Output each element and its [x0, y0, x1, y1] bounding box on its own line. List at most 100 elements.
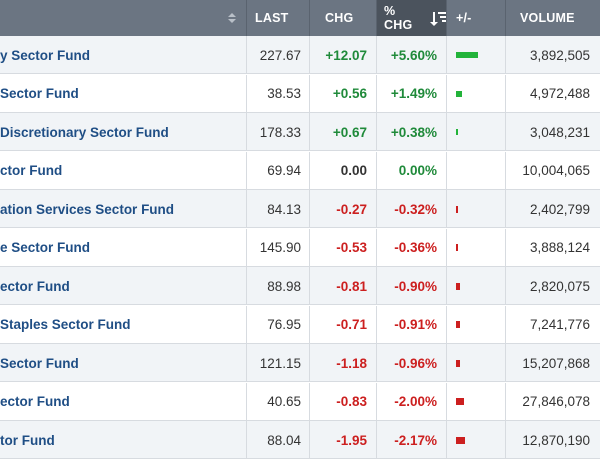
- fund-name-link[interactable]: ector Fund: [0, 394, 70, 409]
- table-row[interactable]: Discretionary Sector Fund 178.33 +0.67 +0.3…: [0, 113, 600, 151]
- volume-value: 10,004,065: [505, 151, 600, 190]
- last-price: 38.53: [246, 74, 309, 113]
- fund-name-link[interactable]: Sector Fund: [0, 355, 79, 371]
- table-row[interactable]: Sector Fund 121.15 -1.18 -0.96% 15,207,868: [0, 344, 600, 382]
- change-bar: [456, 129, 458, 135]
- sort-arrows-icon: [228, 13, 236, 23]
- table-row[interactable]: e Sector Fund 145.90 -0.53 -0.36% 3,888,124: [0, 228, 600, 267]
- fund-name-link[interactable]: y Sector Fund: [0, 47, 91, 63]
- last-price: 40.65: [246, 382, 309, 421]
- volume-value: 2,402,799: [505, 190, 600, 228]
- change-bar: [456, 359, 460, 367]
- percent-change-value: -2.17%: [376, 421, 446, 459]
- plus-minus-column-header[interactable]: +/-: [446, 0, 505, 36]
- percent-change-value: -0.96%: [376, 344, 446, 382]
- table-row[interactable]: ector Fund 88.98 -0.81 -0.90% 2,820,075: [0, 267, 600, 305]
- table-row[interactable]: tor Fund 88.04 -1.95 -2.17% 12,870,190: [0, 421, 600, 459]
- percent-change-value: +0.38%: [376, 113, 446, 151]
- pct-chg-header-label: % CHG: [384, 4, 413, 32]
- chg-header-label: CHG: [325, 11, 354, 25]
- change-value: -0.81: [309, 267, 376, 305]
- last-price: 84.13: [246, 190, 309, 228]
- change-bar: [456, 436, 465, 444]
- last-price: 227.67: [246, 36, 309, 74]
- last-price: 178.33: [246, 113, 309, 151]
- volume-column-header[interactable]: VOLUME: [505, 0, 600, 36]
- fund-name-link[interactable]: tor Fund: [0, 432, 55, 448]
- last-column-header[interactable]: LAST: [246, 0, 309, 36]
- percent-change-value: -0.91%: [376, 305, 446, 344]
- change-bar-cell: [446, 74, 505, 113]
- change-bar: [456, 52, 478, 58]
- sort-descending-icon: [430, 12, 446, 26]
- name-column-header[interactable]: [0, 0, 246, 36]
- change-bar-cell: [446, 344, 505, 382]
- last-price: 69.94: [246, 151, 309, 190]
- volume-value: 3,892,505: [505, 36, 600, 74]
- table-row[interactable]: y Sector Fund 227.67 +12.07 +5.60% 3,892,505: [0, 36, 600, 74]
- fund-name-link[interactable]: e Sector Fund: [0, 240, 91, 255]
- change-bar-cell: [446, 267, 505, 305]
- change-value: +0.56: [309, 74, 376, 113]
- plus-minus-header-label: +/-: [456, 11, 472, 25]
- last-price: 145.90: [246, 228, 309, 267]
- table-row[interactable]: ation Services Sector Fund 84.13 -0.27 -0.3…: [0, 190, 600, 228]
- fund-name-link[interactable]: Staples Sector Fund: [0, 317, 131, 332]
- percent-change-value: -0.32%: [376, 190, 446, 228]
- change-bar: [456, 244, 458, 251]
- change-bar-cell: [446, 228, 505, 267]
- change-bar: [456, 205, 458, 213]
- percent-change-value: -0.90%: [376, 267, 446, 305]
- fund-name-link[interactable]: ation Services Sector Fund: [0, 201, 175, 217]
- chg-column-header[interactable]: CHG: [309, 0, 376, 36]
- change-value: +12.07: [309, 36, 376, 74]
- percent-change-value: +5.60%: [376, 36, 446, 74]
- change-bar-cell: [446, 113, 505, 151]
- change-bar: [456, 90, 462, 97]
- change-value: 0.00: [309, 151, 376, 190]
- percent-change-value: +1.49%: [376, 74, 446, 113]
- percent-change-value: -0.36%: [376, 228, 446, 267]
- last-header-label: LAST: [255, 11, 289, 25]
- change-value: -0.27: [309, 190, 376, 228]
- fund-name-link[interactable]: Discretionary Sector Fund: [0, 124, 169, 140]
- volume-value: 2,820,075: [505, 267, 600, 305]
- change-value: -0.53: [309, 228, 376, 267]
- change-value: +0.67: [309, 113, 376, 151]
- fund-name-link[interactable]: Sector Fund: [0, 86, 79, 101]
- change-value: -0.83: [309, 382, 376, 421]
- change-bar-cell: [446, 382, 505, 421]
- change-bar-cell: [446, 421, 505, 459]
- volume-value: 27,846,078: [505, 382, 600, 421]
- fund-name-link[interactable]: ctor Fund: [0, 163, 63, 178]
- table-row[interactable]: ctor Fund 69.94 0.00 0.00% 10,004,065: [0, 151, 600, 190]
- last-price: 76.95: [246, 305, 309, 344]
- volume-value: 15,207,868: [505, 344, 600, 382]
- table-row[interactable]: ector Fund 40.65 -0.83 -2.00% 27,846,078: [0, 382, 600, 421]
- volume-value: 12,870,190: [505, 421, 600, 459]
- fund-name-link[interactable]: ector Fund: [0, 278, 70, 294]
- volume-header-label: VOLUME: [520, 11, 575, 25]
- table-row[interactable]: Sector Fund 38.53 +0.56 +1.49% 4,972,488: [0, 74, 600, 113]
- volume-value: 3,888,124: [505, 228, 600, 267]
- volume-value: 4,972,488: [505, 74, 600, 113]
- change-value: -0.71: [309, 305, 376, 344]
- change-bar-cell: [446, 151, 505, 190]
- change-value: -1.18: [309, 344, 376, 382]
- percent-change-value: -2.00%: [376, 382, 446, 421]
- last-price: 121.15: [246, 344, 309, 382]
- last-price: 88.98: [246, 267, 309, 305]
- change-bar-cell: [446, 190, 505, 228]
- pct-chg-column-header[interactable]: % CHG: [376, 0, 446, 36]
- change-bar-cell: [446, 305, 505, 344]
- change-bar: [456, 321, 460, 328]
- volume-value: 3,048,231: [505, 113, 600, 151]
- volume-value: 7,241,776: [505, 305, 600, 344]
- change-bar: [456, 282, 460, 290]
- change-value: -1.95: [309, 421, 376, 459]
- change-bar: [456, 398, 464, 405]
- table-row[interactable]: Staples Sector Fund 76.95 -0.71 -0.91% 7,241…: [0, 305, 600, 344]
- percent-change-value: 0.00%: [376, 151, 446, 190]
- table-header: LAST CHG % CHG +/- VOLUME: [0, 0, 600, 36]
